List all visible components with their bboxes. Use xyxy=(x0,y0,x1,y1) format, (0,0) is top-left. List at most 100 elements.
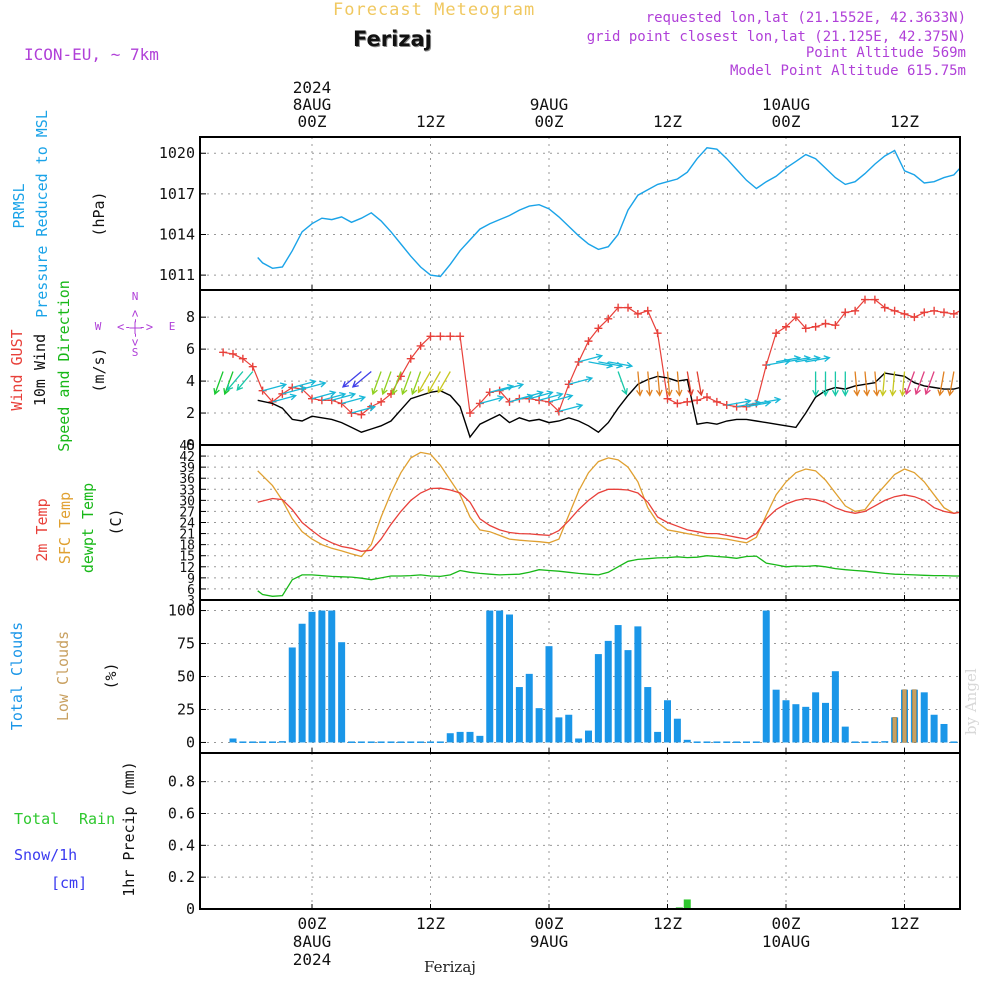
wind-arrow xyxy=(947,371,955,397)
wind-arrow xyxy=(427,371,441,394)
total-cloud-bar xyxy=(851,741,859,743)
y-tick-label: 2 xyxy=(186,404,195,422)
gust-marker xyxy=(782,322,790,331)
total-cloud-bar xyxy=(733,741,741,743)
low-cloud-bar xyxy=(902,689,907,743)
wind-arrow xyxy=(262,382,288,392)
series-layer xyxy=(200,147,961,910)
wind-arrow xyxy=(479,395,505,405)
gust-marker xyxy=(288,383,297,392)
y-tick-label: 1020 xyxy=(159,144,195,162)
wind-arrow xyxy=(236,371,254,391)
time-label-top: 12Z xyxy=(653,112,682,131)
gust-marker xyxy=(683,397,692,406)
wind-arrow xyxy=(655,371,663,397)
wind-arrow xyxy=(756,396,782,405)
location-title: Ferizaj xyxy=(353,27,432,51)
y-tick-label: 0 xyxy=(186,900,195,918)
label-wind-gust: Wind GUST xyxy=(8,329,26,410)
y-tick-label: 8 xyxy=(186,308,195,326)
wind-arrow xyxy=(529,390,554,400)
total-cloud-bar xyxy=(476,735,484,743)
total-cloud-bar xyxy=(644,687,652,743)
product-title: Forecast Meteogram xyxy=(333,0,536,20)
gust-marker xyxy=(624,303,632,312)
wind-arrow xyxy=(617,371,628,396)
gust-marker xyxy=(614,303,623,312)
total-cloud-bar xyxy=(278,741,286,743)
gust-marker xyxy=(673,399,682,408)
y-tick-label: 0.8 xyxy=(168,773,195,791)
gust-marker xyxy=(920,308,929,317)
temp-2m-line xyxy=(257,487,961,552)
total-cloud-bar xyxy=(762,610,770,743)
gust-marker xyxy=(870,295,879,304)
grid-lines xyxy=(200,137,960,909)
y-tick-label: 0 xyxy=(186,733,195,751)
wind-arrow xyxy=(400,371,412,396)
wind-arrow xyxy=(726,398,752,406)
total-cloud-bar xyxy=(950,741,958,743)
low-cloud-bar xyxy=(892,717,897,743)
time-label-bottom: 10AUG xyxy=(762,932,810,951)
wind-arrow xyxy=(831,371,839,397)
panel-frame xyxy=(199,752,961,910)
total-cloud-bar xyxy=(328,610,336,743)
compass-w: W xyxy=(95,320,102,333)
total-cloud-bar xyxy=(703,741,711,743)
total-cloud-bar xyxy=(822,702,829,743)
time-label-top: 12Z xyxy=(890,112,919,131)
point-altitude: Point Altitude 569m xyxy=(805,45,966,61)
total-cloud-bar xyxy=(802,706,810,743)
total-cloud-bar xyxy=(565,714,573,743)
compass-s: S xyxy=(132,346,139,359)
total-cloud-bar xyxy=(545,646,553,743)
compass-n: N xyxy=(132,290,139,303)
y-tick-label: 25 xyxy=(177,700,195,718)
gust-marker xyxy=(643,306,652,315)
total-cloud-bar xyxy=(693,741,701,743)
total-cloud-bar xyxy=(229,738,237,743)
time-label-top: 8AUG xyxy=(293,95,332,114)
gust-marker xyxy=(377,397,386,406)
wind-arrow xyxy=(608,361,634,369)
total-cloud-bar xyxy=(338,642,346,743)
gust-marker xyxy=(930,306,939,315)
total-cloud-bar xyxy=(673,718,681,743)
gust-marker xyxy=(791,313,800,322)
total-cloud-bar xyxy=(555,717,563,743)
gust-marker xyxy=(633,309,642,318)
y-tick-label: 75 xyxy=(177,635,195,653)
wind-arrow xyxy=(889,371,897,397)
wind-arrow xyxy=(805,355,831,363)
wind-arrow xyxy=(675,371,683,397)
y-tick-label: 42 xyxy=(179,450,195,465)
model-altitude: Model Point Altitude 615.75m xyxy=(729,63,966,79)
wind-arrow xyxy=(696,371,704,397)
gust-marker xyxy=(712,397,721,406)
panel-frame xyxy=(199,136,961,291)
wind-arrow xyxy=(645,371,653,397)
wind-arrow xyxy=(636,371,643,397)
wind-arrow xyxy=(568,376,594,385)
total-cloud-bar xyxy=(417,741,425,743)
dewpoint-line xyxy=(257,555,961,597)
total-cloud-bar xyxy=(436,741,444,743)
low-cloud-bar xyxy=(912,689,917,743)
time-label-top: 12Z xyxy=(416,112,445,131)
wind-arrow xyxy=(924,371,935,396)
total-cloud-bar xyxy=(664,700,671,743)
time-label-top: 00Z xyxy=(535,112,564,131)
label-prmsl: PRMSL xyxy=(10,183,28,228)
label-pressure-msl: Pressure Reduced to MSL xyxy=(33,110,51,318)
gust-marker xyxy=(357,410,366,419)
gust-marker xyxy=(801,324,810,333)
gust-marker xyxy=(456,332,465,341)
y-tick-label: 0 xyxy=(186,436,195,454)
gust-marker xyxy=(841,308,850,317)
gust-marker xyxy=(693,396,702,405)
time-label-top: 10AUG xyxy=(762,95,810,114)
total-cloud-bar xyxy=(535,708,543,743)
gust-marker xyxy=(317,396,326,405)
wind-arrow xyxy=(899,371,907,397)
